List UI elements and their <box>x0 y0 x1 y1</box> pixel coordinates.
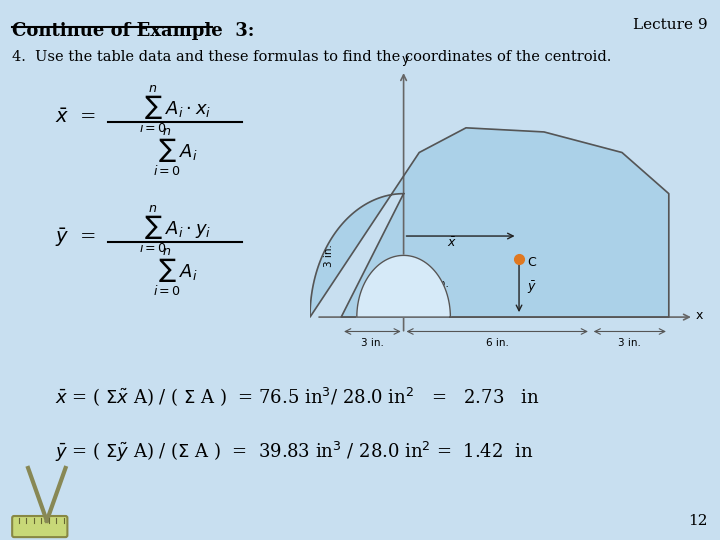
Text: 1 in.: 1 in. <box>426 279 449 289</box>
Polygon shape <box>310 128 669 317</box>
Text: $\bar{x}$: $\bar{x}$ <box>447 237 457 251</box>
Text: 12: 12 <box>688 514 708 528</box>
Text: $\bar{x}$  =: $\bar{x}$ = <box>55 109 96 127</box>
Text: $\bar{y}$  =: $\bar{y}$ = <box>55 227 96 249</box>
Text: 3 in.: 3 in. <box>361 338 384 348</box>
Polygon shape <box>357 255 451 317</box>
Text: Continue of Example  3:: Continue of Example 3: <box>12 22 254 40</box>
Text: 3 in.: 3 in. <box>324 244 334 267</box>
Text: 4.  Use the table data and these formulas to find the coordinates of the centroi: 4. Use the table data and these formulas… <box>12 50 611 64</box>
Text: Lecture 9: Lecture 9 <box>634 18 708 32</box>
Text: x: x <box>696 308 703 321</box>
Text: 6 in.: 6 in. <box>486 338 508 348</box>
Text: $\bar{y}$: $\bar{y}$ <box>527 280 536 296</box>
Text: $\sum_{i=0}^{n} A_i \cdot x_i$: $\sum_{i=0}^{n} A_i \cdot x_i$ <box>139 83 211 134</box>
Text: $\bar{x}$ = ( $\Sigma\tilde{x}$ A) / ( $\Sigma$ A )  = 76.5 in$^3$/ 28.0 in$^2$ : $\bar{x}$ = ( $\Sigma\tilde{x}$ A) / ( $… <box>55 385 539 408</box>
Text: $\sum_{i=0}^{n} A_i$: $\sum_{i=0}^{n} A_i$ <box>153 126 197 178</box>
Text: y: y <box>402 53 409 66</box>
Text: C: C <box>527 256 536 269</box>
Text: 3 in.: 3 in. <box>618 338 642 348</box>
Text: $\sum_{i=0}^{n} A_i \cdot y_i$: $\sum_{i=0}^{n} A_i \cdot y_i$ <box>139 203 211 254</box>
Text: $\sum_{i=0}^{n} A_i$: $\sum_{i=0}^{n} A_i$ <box>153 246 197 298</box>
Text: $\bar{y}$ = ( $\Sigma\tilde{y}$ A) / ($\Sigma$ A )  =  39.83 in$^3$ / 28.0 in$^2: $\bar{y}$ = ( $\Sigma\tilde{y}$ A) / ($\… <box>55 440 534 464</box>
FancyBboxPatch shape <box>12 516 68 537</box>
